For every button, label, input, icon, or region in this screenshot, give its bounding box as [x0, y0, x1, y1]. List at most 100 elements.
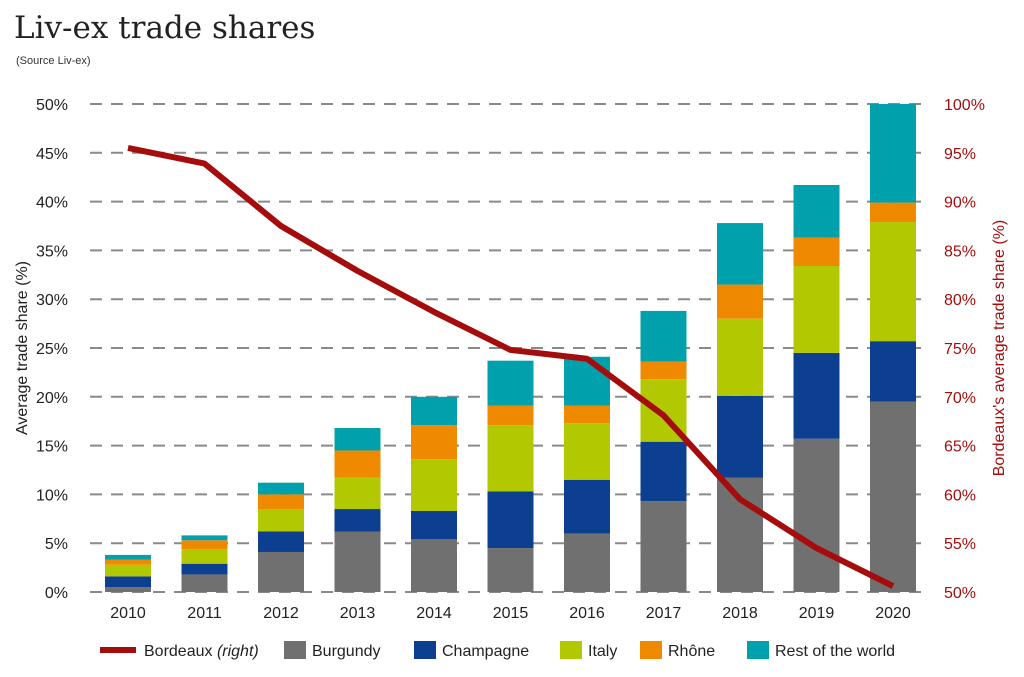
x-tick-label: 2016 [569, 605, 605, 622]
bar-segment-burgundy [793, 438, 840, 592]
y-tick-label: 35% [36, 243, 68, 260]
bar-segment-rh-ne [793, 237, 840, 267]
y-tick-label: 45% [36, 146, 68, 163]
y-right-tick-label: 50% [944, 585, 976, 602]
bar-segment-champagne [793, 352, 840, 439]
x-tick-label: 2014 [416, 605, 452, 622]
y-right-tick-label: 75% [944, 341, 976, 358]
y-tick-label: 40% [36, 195, 68, 212]
bar-segment-rest-of-the-world [105, 554, 151, 560]
bar-segment-champagne [870, 341, 916, 402]
legend-label-bordeaux: Bordeaux (right) [144, 643, 259, 660]
legend-swatch-burgundy [284, 641, 306, 659]
y-tick-label: 20% [36, 390, 68, 407]
legend-label-italy: Italy [588, 643, 617, 660]
y-tick-label: 0% [45, 585, 68, 602]
bar-segment-burgundy [640, 501, 687, 592]
bar-segment-rest-of-the-world [411, 396, 457, 426]
y-right-tick-label: 60% [944, 487, 976, 504]
legend-label-rest-of-the-world: Rest of the world [775, 643, 895, 660]
bar-segment-italy [487, 425, 534, 492]
x-tick-label: 2017 [646, 605, 682, 622]
bar-segment-champagne [258, 531, 304, 552]
x-tick-label: 2013 [340, 605, 376, 622]
x-tick-label: 2019 [799, 605, 835, 622]
bar-segment-rh-ne [717, 284, 763, 319]
chart-title: Liv-ex trade shares [14, 10, 316, 46]
x-tick-label: 2011 [187, 605, 222, 622]
x-tick-label: 2018 [722, 605, 758, 622]
bar-segment-rh-ne [181, 540, 228, 550]
bar-segment-rh-ne [258, 494, 304, 510]
bar-segment-italy [181, 549, 228, 564]
y-right-tick-label: 70% [944, 390, 976, 407]
legend-swatch-rest-of-the-world [747, 641, 769, 659]
y-right-tick-label: 100% [944, 97, 985, 114]
bar-segment-burgundy [258, 551, 304, 592]
bar-segment-champagne [105, 576, 151, 588]
chart-subtitle: (Source Liv-ex) [16, 55, 91, 67]
bar-segment-champagne [411, 510, 457, 540]
bar-segment-italy [334, 477, 381, 510]
legend-swatch-italy [560, 641, 582, 659]
y-tick-label: 50% [36, 97, 68, 114]
y-right-axis-title: Bordeaux's average trade share (%) [991, 220, 1008, 477]
bar-segment-champagne [640, 441, 687, 502]
legend-swatch-champagne [414, 641, 436, 659]
bar-segment-italy [258, 509, 304, 532]
legend-label-rh-ne: Rhône [668, 643, 715, 660]
legend-swatch-rh-ne [640, 641, 662, 659]
bar-segment-rest-of-the-world [793, 185, 840, 238]
legend-label-burgundy: Burgundy [312, 643, 381, 660]
bar-segment-rest-of-the-world [640, 310, 687, 362]
y-right-tick-label: 55% [944, 536, 976, 553]
bar-segment-champagne [487, 491, 534, 549]
bar-segment-burgundy [564, 533, 610, 592]
bar-segment-champagne [181, 563, 228, 575]
bar-segment-champagne [717, 395, 763, 478]
bar-segment-rest-of-the-world [870, 104, 916, 203]
bar-segment-rh-ne [487, 405, 534, 426]
y-tick-label: 5% [45, 536, 68, 553]
bar-segment-rh-ne [870, 202, 916, 223]
bar-segment-rest-of-the-world [334, 428, 381, 451]
bar-segment-champagne [334, 509, 381, 532]
bar-segment-champagne [564, 479, 610, 534]
y-right-tick-label: 80% [944, 292, 976, 309]
legend-label-champagne: Champagne [442, 643, 529, 660]
y-tick-label: 10% [36, 487, 68, 504]
bar-segment-rest-of-the-world [487, 360, 534, 406]
bar-segment-rh-ne [411, 425, 457, 460]
x-tick-label: 2012 [263, 605, 299, 622]
bordeaux-line [127, 144, 895, 589]
bar-segment-burgundy [334, 531, 381, 592]
x-tick-label: 2010 [110, 605, 146, 622]
bar-segment-burgundy [487, 548, 534, 592]
bar-segment-rh-ne [564, 405, 610, 424]
bar-segment-rest-of-the-world [181, 535, 228, 541]
bar-segment-burgundy [870, 401, 916, 592]
bar-segment-rest-of-the-world [717, 223, 763, 285]
bar-segment-italy [793, 266, 840, 353]
bar-segment-italy [105, 564, 151, 577]
bar-segment-burgundy [181, 574, 228, 592]
bar-segment-rh-ne [640, 361, 687, 380]
y-tick-label: 25% [36, 341, 68, 358]
y-right-tick-label: 65% [944, 439, 976, 456]
y-right-tick-label: 95% [944, 146, 976, 163]
bar-segment-burgundy [105, 587, 151, 592]
bar-segment-italy [717, 318, 763, 396]
bar-segment-italy [870, 222, 916, 342]
y-tick-label: 15% [36, 439, 68, 456]
bar-segment-italy [564, 423, 610, 480]
y-tick-label: 30% [36, 292, 68, 309]
y-right-tick-label: 85% [944, 243, 976, 260]
bar-segment-burgundy [411, 539, 457, 592]
bar-segment-rh-ne [105, 559, 151, 565]
x-tick-label: 2020 [875, 605, 911, 622]
x-tick-label: 2015 [493, 605, 529, 622]
y-right-tick-label: 90% [944, 195, 976, 212]
bar-segment-rest-of-the-world [564, 356, 610, 406]
